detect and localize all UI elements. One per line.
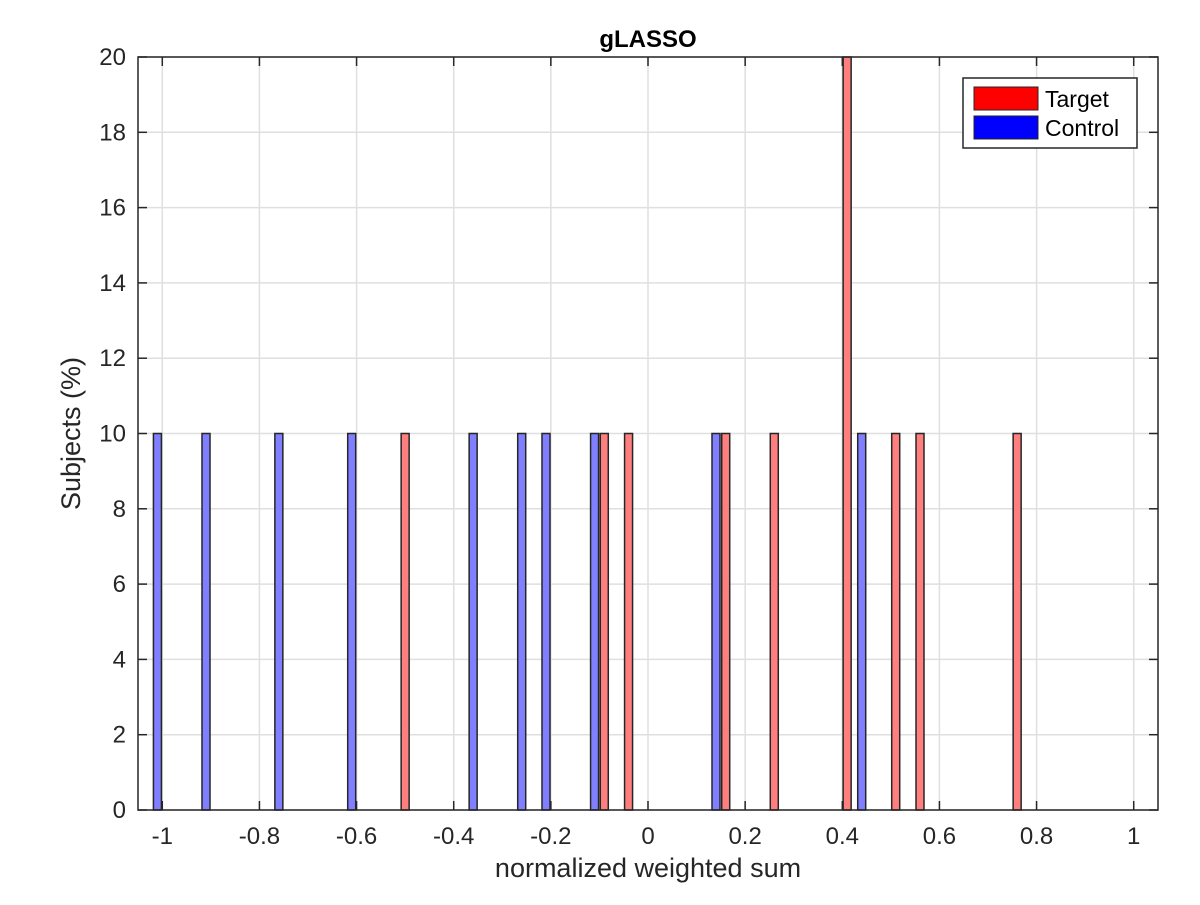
y-tick-label: 6	[113, 571, 126, 598]
x-tick-label: -0.2	[530, 823, 571, 850]
bar-target-1	[599, 432, 610, 811]
bar-control-8	[711, 432, 721, 811]
chart-title: gLASSO	[599, 26, 696, 53]
bar-control-3	[346, 432, 357, 811]
bar-control-4	[468, 432, 478, 811]
x-tick-label: -1	[152, 823, 173, 850]
y-tick-label: 20	[99, 44, 126, 71]
x-tick-label: -0.6	[336, 823, 377, 850]
y-tick-label: 14	[99, 270, 126, 297]
bar-target-0	[400, 432, 410, 811]
grid-layer	[138, 56, 1158, 811]
bar-control-0	[152, 432, 163, 811]
tick-layer: -1 -0.8 -0.6 -0.4 -0.2 0 0.2 0.4 0.6 0.8 102468101…	[99, 44, 1158, 850]
bar-control-5	[516, 432, 527, 811]
bar-control-7	[589, 432, 600, 811]
bar-target-6	[890, 432, 901, 811]
x-tick-label: 0.4	[826, 823, 859, 850]
y-tick-label: 12	[99, 345, 126, 372]
legend-label-target: Target	[1045, 86, 1110, 112]
y-tick-label: 10	[99, 421, 126, 448]
bar-control-6	[541, 432, 551, 811]
x-tick-label: 0.8	[1020, 823, 1053, 850]
bar-layer	[152, 56, 1022, 811]
x-axis-label: normalized weighted sum	[495, 853, 801, 883]
y-tick-label: 18	[99, 119, 126, 146]
legend-swatch-control	[973, 115, 1039, 140]
bar-control-9	[856, 432, 867, 811]
y-tick-label: 0	[113, 797, 126, 824]
legend-swatch-target	[973, 86, 1039, 111]
legend: Target Control	[962, 77, 1138, 149]
bar-target-3	[720, 432, 731, 811]
y-tick-label: 2	[113, 722, 126, 749]
x-tick-label: -0.4	[433, 823, 474, 850]
x-tick-label: 0	[641, 823, 654, 850]
bar-target-7	[915, 432, 925, 811]
x-tick-label: 0.6	[923, 823, 956, 850]
bar-control-1	[201, 432, 211, 811]
y-tick-label: 4	[113, 646, 126, 673]
y-tick-label: 16	[99, 195, 126, 222]
bar-control-2	[274, 432, 284, 811]
y-axis-label: Subjects (%)	[56, 357, 86, 510]
bar-target-8	[1012, 432, 1022, 811]
x-tick-label: -0.8	[239, 823, 280, 850]
bar-target-2	[623, 432, 634, 811]
legend-label-control: Control	[1045, 115, 1119, 141]
bar-target-5	[842, 56, 852, 811]
y-tick-label: 8	[113, 496, 126, 523]
x-tick-label: 0.2	[728, 823, 761, 850]
bar-target-4	[769, 432, 780, 811]
x-tick-label: 1	[1127, 823, 1140, 850]
